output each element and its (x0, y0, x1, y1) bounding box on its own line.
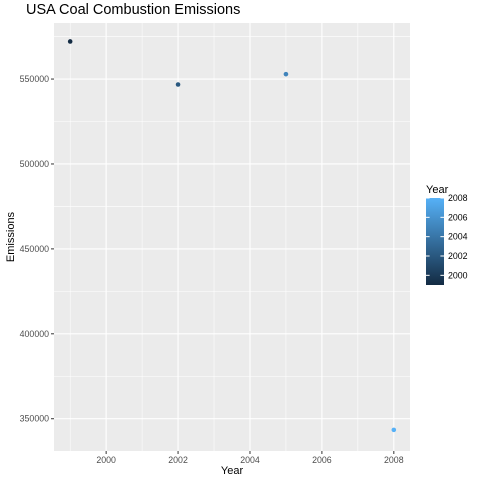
grid-minor (54, 23, 410, 451)
x-tick-label: 2006 (312, 455, 332, 465)
legend-tick-label: 2000 (448, 270, 468, 280)
y-axis: 350000 400000 450000 500000 550000 (20, 74, 54, 424)
x-tick-label: 2002 (168, 455, 188, 465)
y-tick-label: 500000 (20, 159, 49, 169)
x-tick-label: 2000 (96, 455, 116, 465)
legend-colorbar (426, 198, 444, 285)
legend: Year 2000 2002 2004 2006 2008 (426, 184, 468, 285)
y-axis-title: Emissions (5, 211, 17, 262)
data-point (175, 82, 181, 87)
legend-tick-label: 2002 (448, 251, 468, 261)
data-point (283, 71, 289, 77)
x-axis-title: Year (221, 465, 244, 477)
legend-tick-label: 2008 (448, 193, 468, 203)
y-tick-label: 450000 (20, 244, 49, 254)
x-tick-label: 2008 (384, 455, 404, 465)
legend-ticks: 2000 2002 2004 2006 2008 (426, 193, 468, 280)
x-tick-label: 2004 (240, 455, 260, 465)
legend-title: Year (426, 184, 449, 196)
plot-panel (54, 23, 410, 451)
points-layer (67, 39, 397, 433)
y-tick-label: 550000 (20, 74, 49, 84)
legend-tick-label: 2006 (448, 212, 468, 222)
y-tick-label: 350000 (20, 414, 49, 424)
x-axis: 2000 2002 2004 2006 2008 (96, 451, 404, 465)
data-point (67, 39, 73, 44)
legend-tick-label: 2004 (448, 232, 468, 242)
chart-title: USA Coal Combustion Emissions (26, 2, 240, 18)
data-point (391, 427, 397, 433)
grid-major (54, 23, 410, 451)
y-tick-label: 400000 (20, 329, 49, 339)
